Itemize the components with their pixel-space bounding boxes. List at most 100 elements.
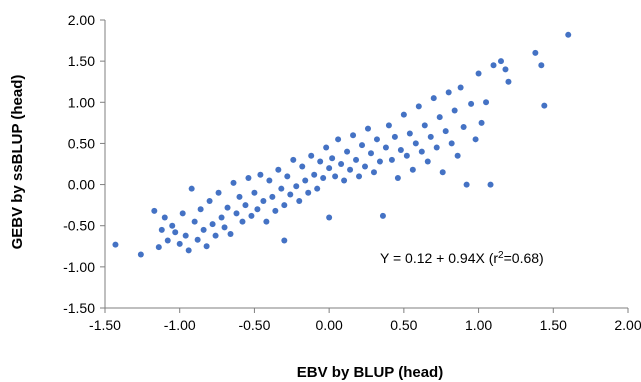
data-point [454, 152, 461, 159]
data-point [158, 226, 165, 233]
data-point [212, 232, 219, 239]
data-point [326, 214, 333, 221]
data-point [251, 189, 258, 196]
data-point [483, 99, 490, 106]
annotation-prefix: Y = 0.12 + 0.94X (r [380, 250, 498, 266]
data-point [478, 119, 485, 126]
data-point [370, 169, 377, 176]
data-point [541, 102, 548, 109]
data-point [448, 140, 455, 147]
data-point [418, 148, 425, 155]
data-point [403, 152, 410, 159]
data-point [538, 62, 545, 69]
axes [104, 20, 628, 309]
y-tick-label: -0.50 [63, 218, 95, 234]
data-point [394, 174, 401, 181]
data-point [436, 114, 443, 121]
data-point [179, 210, 186, 217]
x-tick-label: 0.00 [316, 317, 343, 333]
data-point [269, 193, 276, 200]
data-point [472, 136, 479, 143]
data-point [367, 150, 374, 157]
data-point [224, 204, 231, 211]
y-tick-label: 1.50 [68, 53, 95, 69]
data-point [329, 155, 336, 162]
data-point [151, 207, 158, 214]
data-point [379, 212, 386, 219]
data-point [172, 229, 179, 236]
data-point [391, 133, 398, 140]
data-point [442, 128, 449, 135]
data-point [299, 163, 306, 170]
data-point [388, 156, 395, 163]
data-point [373, 136, 380, 143]
data-point [221, 224, 228, 231]
data-point [532, 49, 539, 56]
data-point [254, 206, 261, 213]
data-point [457, 84, 464, 91]
data-point [239, 218, 246, 225]
data-point [468, 100, 475, 107]
data-point [197, 206, 204, 213]
data-point [176, 240, 183, 247]
regression-annotation: Y = 0.12 + 0.94X (r2=0.68) [380, 250, 544, 267]
data-point [353, 156, 360, 163]
x-tick-label: 1.50 [540, 317, 567, 333]
x-tick-labels: -1.50 -1.00 -0.50 0.00 0.50 1.00 1.50 2.00 [89, 308, 641, 333]
y-tick-label: 0.00 [68, 177, 95, 193]
x-tick-label: 1.00 [465, 317, 492, 333]
data-point [433, 144, 440, 151]
x-tick-label: -0.50 [238, 317, 270, 333]
data-point [230, 179, 237, 186]
data-point [155, 244, 162, 251]
data-point [191, 218, 198, 225]
y-tick-label: 2.00 [68, 12, 95, 28]
x-tick-label: 0.50 [390, 317, 417, 333]
data-point [293, 183, 300, 190]
data-point [164, 237, 171, 244]
y-axis-title: GEBV by ssBLUP (head) [9, 75, 26, 250]
data-point [376, 158, 383, 165]
data-point [227, 230, 234, 237]
data-point [233, 210, 240, 217]
data-point [185, 247, 192, 254]
data-point [326, 165, 333, 172]
data-point [487, 181, 494, 188]
data-point [248, 212, 255, 219]
x-axis-title: EBV by BLUP (head) [297, 364, 443, 381]
data-point [364, 125, 371, 132]
data-point [203, 243, 210, 250]
data-point [188, 185, 195, 192]
data-point [287, 191, 294, 198]
data-point [565, 31, 572, 38]
data-point [430, 95, 437, 102]
data-point [260, 198, 267, 205]
annotation-sup: 2 [498, 250, 504, 261]
y-tick-labels: -1.50 -1.00 -0.50 0.00 0.50 1.00 1.50 2.00 [63, 12, 105, 316]
data-point [439, 169, 446, 176]
data-point [245, 174, 252, 181]
data-point [236, 193, 243, 200]
data-point [502, 66, 509, 73]
data-point [296, 198, 303, 205]
data-point [218, 214, 225, 221]
x-tick-label: -1.50 [89, 317, 121, 333]
data-points [112, 31, 572, 258]
data-point [359, 142, 366, 149]
data-point [275, 166, 282, 173]
data-point [302, 177, 309, 184]
y-tick-label: -1.00 [63, 259, 95, 275]
data-point [497, 58, 504, 65]
data-point [281, 237, 288, 244]
data-point [362, 163, 369, 170]
data-point [382, 144, 389, 151]
y-tick-label: 1.00 [68, 94, 95, 110]
data-point [427, 133, 434, 140]
data-point [320, 174, 327, 181]
data-point [397, 147, 404, 154]
data-point [424, 158, 431, 165]
data-point [475, 70, 482, 77]
y-tick-label: 0.50 [68, 135, 95, 151]
data-point [338, 161, 345, 167]
annotation-suffix: =0.68) [504, 250, 544, 266]
